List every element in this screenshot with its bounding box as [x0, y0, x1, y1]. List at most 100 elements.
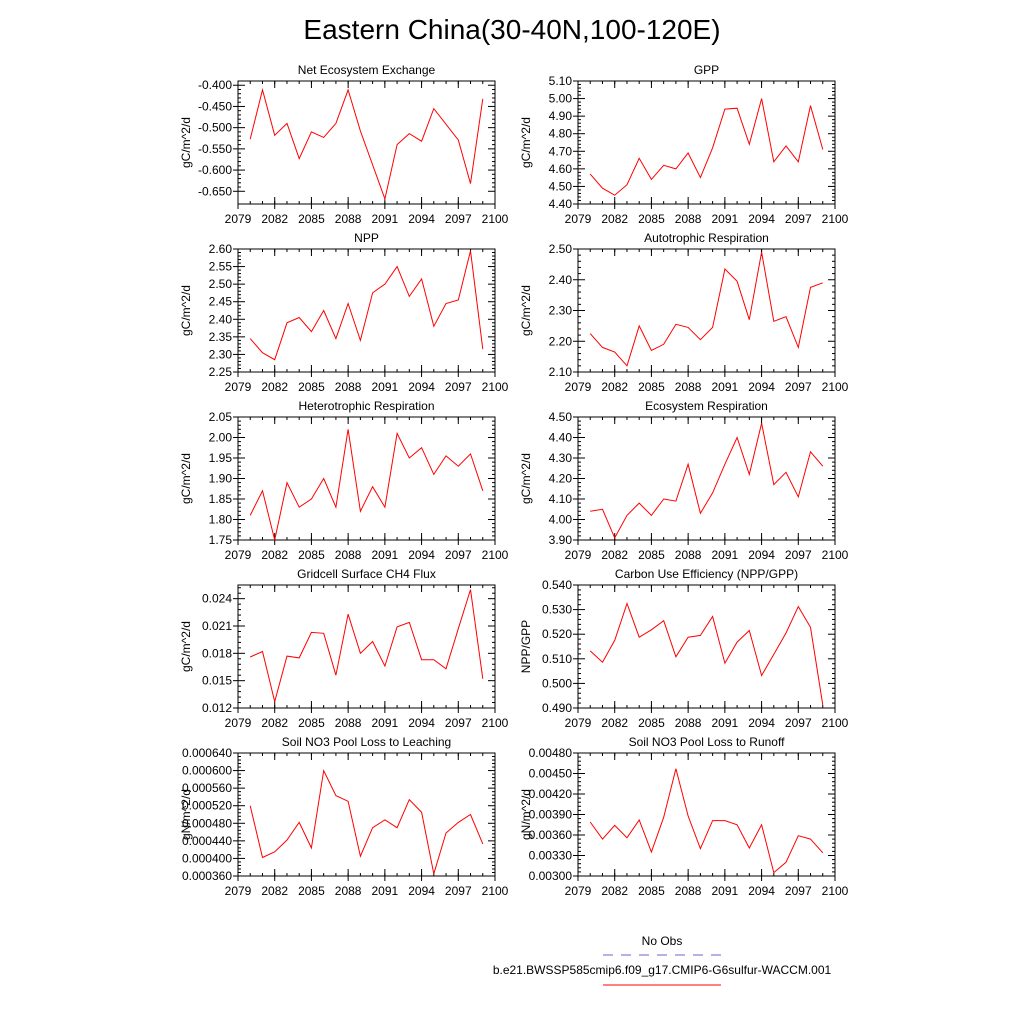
x-tick-label: 2091 — [712, 884, 739, 898]
x-tick-label: 2097 — [445, 884, 472, 898]
y-tick-label: 4.40 — [549, 431, 573, 445]
y-tick-label: 0.00480 — [529, 746, 573, 760]
x-tick-label: 2091 — [372, 212, 399, 226]
y-axis-label: gC/m^2/d — [179, 117, 193, 168]
x-tick-label: 2082 — [601, 380, 628, 394]
y-tick-label: 0.000600 — [182, 764, 232, 778]
y-tick-label: 2.50 — [549, 242, 573, 256]
series-line — [249, 768, 484, 874]
y-tick-label: 0.00360 — [529, 828, 573, 842]
legend-label-obs: No Obs — [642, 934, 683, 948]
series-line — [589, 601, 824, 706]
y-tick-label: 0.015 — [202, 674, 232, 688]
x-tick-label: 2088 — [335, 884, 362, 898]
y-tick-label: 1.75 — [209, 533, 233, 547]
panel: Ecosystem Respiration gC/m^2/d 2079 2082 208… — [519, 399, 849, 562]
x-tick-label: 2091 — [372, 884, 399, 898]
panel-title: Net Ecosystem Exchange — [298, 63, 436, 77]
x-tick-label: 2088 — [675, 884, 702, 898]
x-tick-label: 2082 — [601, 212, 628, 226]
x-tick-label: 2094 — [748, 884, 775, 898]
y-tick-label: 1.85 — [209, 492, 233, 506]
x-tick-label: 2082 — [261, 716, 288, 730]
panel: Net Ecosystem Exchange gC/m^2/d 2079 2082 20… — [179, 63, 509, 226]
x-tick-label: 2079 — [225, 716, 252, 730]
y-tick-label: -0.550 — [198, 142, 232, 156]
panel-title: GPP — [694, 63, 719, 77]
plot-frame — [237, 80, 496, 205]
plot-frame — [577, 80, 836, 205]
y-tick-label: 0.000640 — [182, 746, 232, 760]
y-axis-label: gC/m^2/d — [519, 453, 533, 504]
panel: Heterotrophic Respiration gC/m^2/d 2079 208… — [179, 399, 509, 562]
x-tick-label: 2085 — [298, 884, 325, 898]
series-line — [590, 423, 824, 540]
y-tick-label: 0.012 — [202, 701, 232, 715]
x-tick-label: 2085 — [638, 548, 665, 562]
x-tick-label: 2085 — [298, 716, 325, 730]
x-tick-label: 2088 — [675, 380, 702, 394]
x-tick-label: 2097 — [445, 716, 472, 730]
x-tick-label: 2100 — [822, 884, 849, 898]
panel-title: Carbon Use Efficiency (NPP/GPP) — [615, 567, 798, 581]
series-line — [249, 429, 484, 541]
x-tick-label: 2100 — [482, 548, 509, 562]
x-tick-label: 2097 — [445, 380, 472, 394]
y-tick-label: 4.90 — [549, 109, 573, 123]
y-tick-label: 0.000440 — [182, 834, 232, 848]
x-tick-label: 2082 — [261, 884, 288, 898]
x-tick-label: 2079 — [225, 884, 252, 898]
panel: NPP gC/m^2/d 2079 2082 2085 2088 2091 2094 2097 2… — [179, 231, 509, 394]
y-tick-label: 2.30 — [549, 304, 573, 318]
x-tick-label: 2079 — [565, 548, 592, 562]
figure-title: Eastern China(30-40N,100-120E) — [303, 14, 720, 45]
x-tick-label: 2082 — [261, 212, 288, 226]
y-tick-label: 2.40 — [549, 273, 573, 287]
x-tick-label: 2079 — [225, 380, 252, 394]
y-tick-label: 5.10 — [549, 74, 573, 88]
x-tick-label: 2100 — [482, 716, 509, 730]
y-tick-label: 4.50 — [549, 179, 573, 193]
x-tick-label: 2088 — [335, 548, 362, 562]
series-line — [249, 589, 484, 702]
y-tick-label: 4.50 — [549, 410, 573, 424]
series-line — [589, 252, 823, 367]
x-tick-label: 2100 — [482, 212, 509, 226]
y-axis-label: gC/m^2/d — [519, 117, 533, 168]
y-tick-label: 2.35 — [209, 330, 233, 344]
x-tick-label: 2091 — [372, 548, 399, 562]
x-tick-label: 2094 — [408, 884, 435, 898]
plot-frame — [237, 416, 496, 541]
panel-title: Soil NO3 Pool Loss to Runoff — [629, 735, 786, 749]
x-tick-label: 2088 — [335, 716, 362, 730]
y-tick-label: 2.45 — [209, 295, 233, 309]
y-tick-label: 1.90 — [209, 472, 233, 486]
x-tick-label: 2094 — [748, 716, 775, 730]
y-tick-label: 4.70 — [549, 144, 573, 158]
y-tick-label: 0.000480 — [182, 816, 232, 830]
x-tick-label: 2097 — [785, 884, 812, 898]
panel-title: Ecosystem Respiration — [645, 399, 768, 413]
panel: Gridcell Surface CH4 Flux gC/m^2/d 2079 208… — [179, 567, 509, 730]
y-tick-label: 0.000400 — [182, 851, 232, 865]
x-tick-label: 2091 — [712, 548, 739, 562]
panel: Soil NO3 Pool Loss to Leaching gN/m^2/d 20… — [179, 735, 509, 898]
y-tick-label: 0.024 — [202, 592, 232, 606]
y-tick-label: 0.000520 — [182, 799, 232, 813]
panel: Carbon Use Efficiency (NPP/GPP) NPP/GPP 20… — [519, 567, 849, 730]
y-axis-label: gN/m^2/d — [519, 789, 533, 840]
y-tick-label: 2.30 — [209, 347, 233, 361]
y-tick-label: 0.021 — [202, 619, 232, 633]
panel-title: NPP — [354, 231, 379, 245]
panel-title: Gridcell Surface CH4 Flux — [297, 567, 436, 581]
x-tick-label: 2088 — [675, 716, 702, 730]
y-tick-label: 5.00 — [549, 92, 573, 106]
panel: Autotrophic Respiration gC/m^2/d 2079 2082 2… — [519, 231, 849, 394]
y-axis-label: gC/m^2/d — [179, 285, 193, 336]
y-axis-label: gC/m^2/d — [179, 453, 193, 504]
x-tick-label: 2088 — [335, 380, 362, 394]
y-tick-label: 2.05 — [209, 410, 233, 424]
x-tick-label: 2082 — [601, 716, 628, 730]
legend: No Obs b.e21.BWSSP585cmip6.f09_g17.CMIP6… — [493, 934, 832, 986]
x-tick-label: 2100 — [482, 380, 509, 394]
